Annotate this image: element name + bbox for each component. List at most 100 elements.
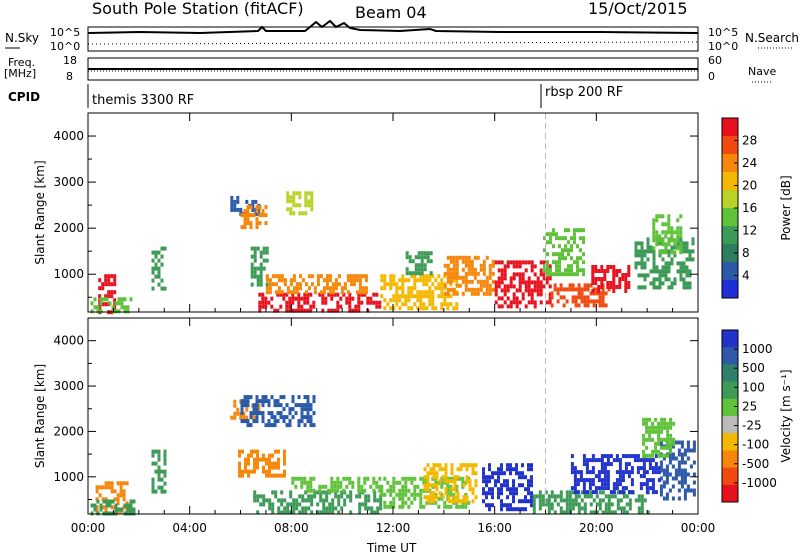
data-cell (163, 449, 167, 454)
data-cell (521, 292, 525, 297)
data-cell (262, 266, 266, 271)
data-cell (645, 490, 649, 495)
data-cell (583, 299, 587, 304)
data-region (482, 463, 533, 512)
data-cell (582, 260, 585, 265)
data-cell (328, 506, 332, 511)
data-cell (455, 302, 459, 307)
data-cell (524, 268, 528, 273)
data-cell (357, 488, 361, 493)
data-cell (500, 260, 504, 265)
data-cell (310, 191, 314, 196)
data-cell (256, 461, 259, 466)
data-cell (509, 467, 512, 472)
colorbar-swatch (722, 190, 738, 209)
data-cell (615, 273, 619, 277)
data-cell (639, 466, 643, 471)
data-cell (618, 474, 622, 479)
data-cell (276, 419, 280, 424)
data-cell (470, 287, 474, 292)
data-cell (651, 453, 655, 458)
data-cell (589, 299, 593, 304)
colorbar-tick-label: -500 (742, 457, 769, 471)
data-cell (336, 308, 340, 313)
data-cell (283, 510, 287, 515)
data-cell (318, 292, 322, 297)
data-cell (307, 199, 311, 204)
data-cell (464, 255, 468, 260)
data-cell (354, 308, 358, 313)
data-cell (346, 274, 350, 279)
data-cell (429, 259, 433, 264)
data-cell (255, 399, 259, 404)
data-cell (533, 288, 537, 293)
data-cell (440, 492, 444, 497)
data-cell (123, 503, 127, 508)
data-cell (580, 490, 584, 495)
data-cell (467, 259, 471, 264)
data-cell (598, 506, 602, 511)
data-cell (151, 453, 155, 458)
data-cell (630, 478, 634, 483)
data-cell (309, 407, 313, 412)
data-cell (658, 214, 662, 219)
data-cell (530, 288, 534, 293)
data-cell (559, 506, 563, 511)
data-cell (553, 494, 557, 499)
data-cell (627, 285, 631, 289)
data-cell (692, 492, 696, 497)
data-cell (253, 498, 257, 503)
data-cell (548, 296, 552, 301)
data-cell (530, 296, 534, 301)
data-cell (283, 453, 286, 458)
colorbar-tick-label: 100 (742, 380, 765, 394)
data-cell (435, 475, 439, 480)
data-cell (482, 499, 485, 504)
data-cell (512, 483, 515, 488)
data-cell (389, 492, 393, 497)
data-cell (621, 486, 625, 491)
data-cell (592, 291, 596, 296)
colorbar-tick-label: 500 (742, 361, 765, 375)
data-cell (277, 498, 281, 503)
data-cell (640, 510, 644, 515)
data-cell (444, 479, 448, 484)
data-cell (264, 304, 268, 309)
data-cell (431, 298, 435, 303)
data-cell (437, 504, 441, 509)
data-cell (530, 463, 533, 468)
data-cell (312, 304, 316, 309)
data-cell (679, 250, 683, 255)
data-cell (666, 437, 670, 442)
data-cell (443, 263, 447, 268)
data-cell (366, 476, 370, 481)
data-cell (509, 300, 513, 305)
data-cell (253, 461, 256, 466)
data-cell (624, 281, 628, 285)
data-cell (336, 484, 340, 489)
colorbar-swatch (722, 118, 738, 137)
data-cell (601, 295, 605, 300)
data-region (652, 214, 683, 255)
nsky-frame (87, 26, 699, 52)
x-axis-title: Time UT (366, 541, 417, 554)
data-cell (680, 476, 684, 481)
data-cell (261, 395, 265, 400)
data-cell (582, 482, 586, 487)
data-cell (458, 255, 462, 260)
data-cell (673, 242, 677, 247)
data-cell (582, 486, 586, 491)
data-cell (683, 476, 687, 481)
data-cell (122, 489, 126, 494)
data-cell (256, 278, 260, 283)
data-cell (550, 494, 554, 499)
data-cell (318, 484, 322, 489)
data-cell (651, 466, 655, 471)
data-cell (261, 403, 265, 408)
data-cell (664, 250, 668, 255)
data-cell (255, 205, 259, 210)
data-cell (300, 296, 304, 301)
colorbar-swatch (722, 433, 738, 451)
data-cell (509, 503, 512, 508)
data-cell (126, 309, 130, 314)
